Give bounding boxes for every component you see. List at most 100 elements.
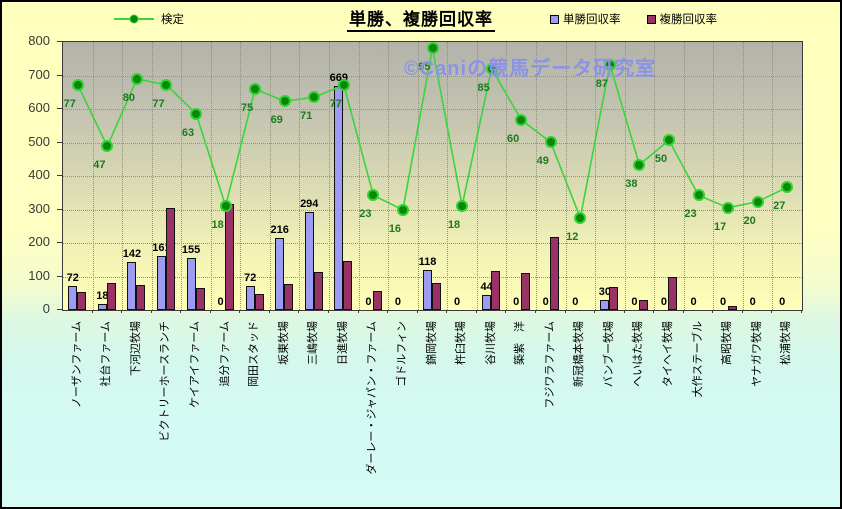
y-tick-label: 100	[28, 267, 50, 283]
kentei-marker	[71, 78, 84, 91]
x-category-label: 坂東牧場	[277, 318, 291, 365]
bar-fukusho	[165, 207, 175, 310]
y-tick-mark	[57, 309, 62, 310]
kentei-value-label: 77	[63, 97, 76, 110]
bar-value-label: 0	[779, 296, 786, 308]
bar-value-label: 0	[513, 296, 520, 308]
x-axis-tick	[682, 310, 684, 313]
bar-fukusho	[106, 283, 116, 310]
y-tick-label: 600	[28, 100, 50, 115]
kentei-value-label: 18	[211, 218, 224, 231]
x-axis-tick	[741, 310, 743, 313]
gridline-vertical	[388, 42, 390, 310]
x-axis-tick	[91, 310, 93, 313]
bar-tansho	[127, 262, 137, 310]
gridline-vertical	[269, 42, 271, 310]
kentei-marker	[101, 140, 114, 153]
bar-value-label: 0	[690, 296, 697, 308]
kentei-value-label: 60	[507, 132, 520, 145]
x-category-label: 大作ステーブル	[691, 318, 705, 397]
bar-value-label: 44	[480, 281, 493, 294]
x-axis-tick	[268, 310, 270, 313]
gridline-vertical	[476, 42, 478, 310]
gridline-horizontal	[63, 176, 802, 177]
bar-tansho	[245, 285, 255, 310]
x-category-label: 岡田スタッド	[247, 318, 261, 387]
kentei-marker	[130, 72, 143, 85]
kentei-value-label: 87	[595, 77, 608, 90]
legend-bars: 単勝回収率 複勝回収率	[550, 12, 717, 26]
x-category-label: バンブー牧場	[602, 318, 616, 387]
bar-value-label: 0	[394, 296, 401, 308]
bar-tansho	[304, 211, 314, 310]
x-category-label: ノーザンファーム	[70, 318, 84, 408]
x-category-label-text: 大作ステーブル	[691, 321, 704, 398]
gridline-vertical	[240, 42, 242, 310]
x-category-label-text: ノーザンファーム	[70, 321, 83, 409]
bar-tansho	[186, 258, 196, 310]
kentei-marker	[396, 203, 409, 216]
x-category-label: ケイアイファーム	[188, 318, 202, 408]
x-axis-tick	[328, 310, 330, 313]
gridline-vertical	[92, 42, 94, 310]
x-category-label: 高昭牧場	[720, 318, 734, 365]
kentei-marker	[633, 158, 646, 171]
kentei-marker-icon	[129, 14, 139, 24]
x-category-label: 日進牧場	[336, 318, 350, 365]
x-category-label: 錦岡牧場	[425, 318, 439, 365]
gridline-vertical	[122, 42, 124, 310]
x-axis-tick	[239, 310, 241, 313]
y-tick-mark	[57, 208, 62, 210]
kentei-value-label: 12	[566, 230, 579, 243]
kentei-value-label: 63	[181, 126, 195, 139]
bar-fukusho	[284, 283, 294, 310]
kentei-value-label: 47	[93, 159, 106, 172]
x-category-label: ダーレー・ジャパン・ファーム	[365, 318, 379, 475]
kentei-marker	[426, 42, 439, 55]
x-category-label-text: 杵臼牧場	[455, 321, 468, 365]
kentei-value-label: 20	[743, 214, 756, 227]
gridline-vertical	[535, 42, 537, 310]
legend-kentei: 検定	[114, 12, 184, 26]
gridline-vertical	[447, 42, 449, 310]
x-axis-tick	[594, 310, 596, 313]
x-category-label: へいはた牧場	[631, 318, 645, 387]
x-axis-tick	[121, 310, 123, 313]
kentei-marker	[308, 91, 321, 104]
kentei-value-label: 80	[122, 91, 136, 104]
legend-fukusho: 複勝回収率	[646, 11, 718, 27]
legend-tansho: 単勝回収率	[550, 11, 621, 27]
gridline-vertical	[151, 42, 153, 310]
bar-fukusho	[520, 273, 530, 310]
kentei-marker	[367, 189, 380, 202]
gridline-vertical	[210, 42, 212, 310]
y-tick-label: 400	[28, 167, 50, 182]
bar-value-label: 72	[66, 271, 79, 284]
x-category-label-text: ダーレー・ジャパン・ファーム	[366, 321, 379, 475]
gridline-horizontal	[63, 276, 802, 278]
bar-value-label: 0	[572, 296, 579, 308]
bar-fukusho	[432, 282, 441, 310]
kentei-marker	[219, 199, 232, 212]
legend-fukusho-label: 複勝回収率	[659, 14, 718, 26]
gridline-vertical	[742, 42, 744, 310]
kentei-marker	[722, 201, 735, 214]
gridline-vertical	[358, 42, 360, 310]
kentei-value-label: 50	[654, 153, 668, 166]
kentei-line	[77, 47, 788, 221]
x-category-label-text: 岡田スタッド	[248, 321, 261, 387]
kentei-marker	[337, 78, 350, 91]
bar-value-label: 0	[631, 296, 638, 308]
x-category-label-text: フジワラファーム	[543, 321, 556, 409]
kentei-value-label: 77	[329, 97, 342, 110]
x-category-label-text: ヤナガワ牧場	[750, 321, 763, 387]
x-category-label: ヤナガワ牧場	[750, 318, 764, 387]
bar-fukusho	[372, 291, 382, 310]
x-axis-tick	[416, 310, 418, 313]
kentei-marker	[544, 136, 557, 149]
x-axis-tick	[150, 310, 152, 313]
x-axis-tick	[801, 310, 802, 313]
x-category-label-text: 築紫 洋	[514, 321, 527, 365]
x-category-label: ゴドルフィン	[395, 318, 409, 387]
bar-fukusho	[668, 277, 678, 310]
